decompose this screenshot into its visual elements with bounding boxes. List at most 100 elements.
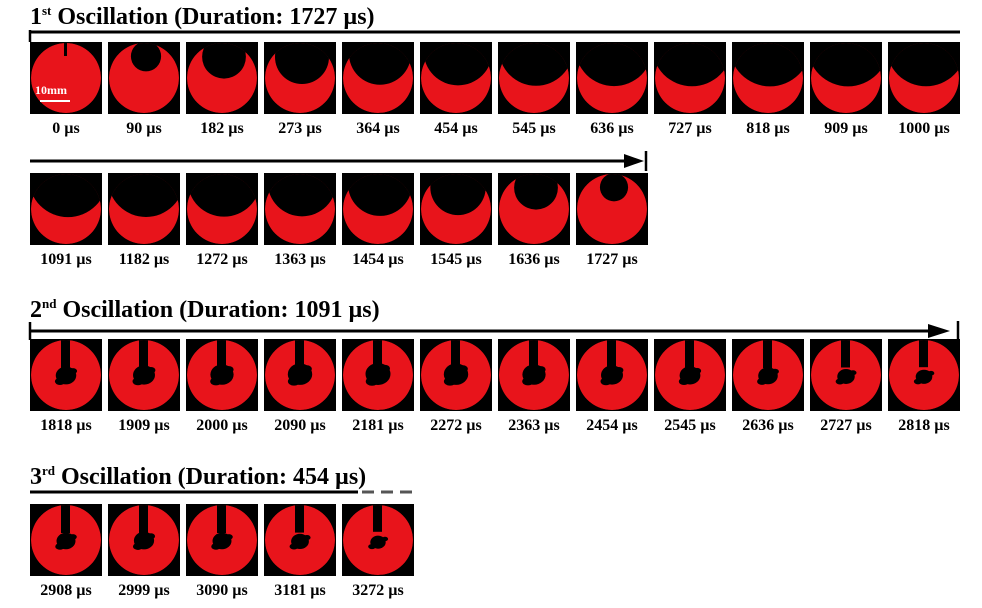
- frame-time-label: 2818 µs: [898, 417, 950, 434]
- heading-ordinal-suffix: st: [42, 3, 52, 18]
- droplet-image: [109, 340, 179, 410]
- frame-time-label: 3090 µs: [196, 582, 248, 599]
- frame-time-label: 1636 µs: [508, 251, 560, 268]
- droplet-image: [31, 340, 101, 410]
- frame-time-label: 3181 µs: [274, 582, 326, 599]
- droplet-frame: [732, 42, 804, 114]
- heading-text: Oscillation (Duration: 1091 µs): [62, 297, 380, 323]
- droplet-image: [187, 174, 257, 244]
- droplet-frame: [654, 339, 726, 411]
- heading-oscillation-2: 2nd Oscillation (Duration: 1091 µs): [30, 297, 380, 322]
- frame-time-label: 1818 µs: [40, 417, 92, 434]
- droplet-frame: [108, 339, 180, 411]
- droplet-frame: [108, 42, 180, 114]
- droplet-image: [265, 174, 335, 244]
- frame-time-label: 2545 µs: [664, 417, 716, 434]
- frame-time-label: 1545 µs: [430, 251, 482, 268]
- droplet-frame: [576, 339, 648, 411]
- frame-time-label: 90 µs: [126, 120, 162, 137]
- droplet-frame: [186, 504, 258, 576]
- droplet-frame: [810, 42, 882, 114]
- frame-time-label: 0 µs: [52, 120, 80, 137]
- heading-number: 2: [30, 297, 42, 323]
- heading-text: Oscillation (Duration: 1727 µs): [57, 4, 375, 30]
- droplet-frame: [108, 504, 180, 576]
- droplet-frame: [108, 173, 180, 245]
- droplet-image: [499, 174, 569, 244]
- droplet-frame: [732, 339, 804, 411]
- droplet-frame: [342, 339, 414, 411]
- droplet-frame: [888, 42, 960, 114]
- frame-time-label: 2727 µs: [820, 417, 872, 434]
- droplet-image: [421, 174, 491, 244]
- droplet-frame: [342, 504, 414, 576]
- droplet-frame: [576, 173, 648, 245]
- heading-text: Oscillation (Duration: 454 µs): [61, 464, 367, 490]
- frame-time-label: 1727 µs: [586, 251, 638, 268]
- droplet-image: [31, 505, 101, 575]
- droplet-image: [577, 340, 647, 410]
- droplet-image: [889, 43, 959, 113]
- droplet-image: [733, 43, 803, 113]
- heading-ordinal-suffix: rd: [42, 463, 55, 478]
- droplet-frame: [420, 173, 492, 245]
- heading-ordinal-suffix: nd: [42, 296, 57, 311]
- droplet-frame: [498, 339, 570, 411]
- droplet-frame: [654, 42, 726, 114]
- frame-time-label: 818 µs: [746, 120, 790, 137]
- frame-time-label: 454 µs: [434, 120, 478, 137]
- frame-time-label: 364 µs: [356, 120, 400, 137]
- droplet-frame: [186, 339, 258, 411]
- frame-time-label: 1000 µs: [898, 120, 950, 137]
- frame-time-label: 2636 µs: [742, 417, 794, 434]
- droplet-image: [31, 174, 101, 244]
- frame-time-label: 1272 µs: [196, 251, 248, 268]
- droplet-image: [421, 43, 491, 113]
- droplet-image: [265, 43, 335, 113]
- droplet-frame: [576, 42, 648, 114]
- droplet-frame: [186, 173, 258, 245]
- droplet-frame: [30, 339, 102, 411]
- droplet-frame: [498, 42, 570, 114]
- timeline-arrow-osc2: [28, 321, 960, 341]
- frame-time-label: 1091 µs: [40, 251, 92, 268]
- droplet-image: [733, 340, 803, 410]
- frame-time-label: 182 µs: [200, 120, 244, 137]
- droplet-frame: [264, 339, 336, 411]
- frame-time-label: 2090 µs: [274, 417, 326, 434]
- droplet-frame: [264, 42, 336, 114]
- heading-number: 1: [30, 4, 42, 30]
- scale-bar-label: 10mm: [35, 83, 67, 97]
- frame-time-label: 1909 µs: [118, 417, 170, 434]
- droplet-image: [265, 340, 335, 410]
- scale-bar: [40, 100, 70, 102]
- frame-time-label: 273 µs: [278, 120, 322, 137]
- droplet-image: [499, 43, 569, 113]
- frame-time-label: 3272 µs: [352, 582, 404, 599]
- frame-time-label: 1182 µs: [118, 251, 170, 268]
- droplet-image: [343, 43, 413, 113]
- droplet-frame: [888, 339, 960, 411]
- frame-time-label: 2000 µs: [196, 417, 248, 434]
- frame-time-label: 909 µs: [824, 120, 868, 137]
- droplet-frame: 10mm: [30, 42, 102, 114]
- droplet-image: [577, 43, 647, 113]
- droplet-image: [811, 43, 881, 113]
- droplet-image: [187, 43, 257, 113]
- droplet-frame: [30, 504, 102, 576]
- frame-time-label: 2181 µs: [352, 417, 404, 434]
- droplet-image: [343, 505, 413, 575]
- droplet-image: [109, 174, 179, 244]
- droplet-image: [811, 340, 881, 410]
- droplet-image: [421, 340, 491, 410]
- droplet-frame: [498, 173, 570, 245]
- droplet-image: [499, 340, 569, 410]
- droplet-image: [655, 340, 725, 410]
- droplet-image: [889, 340, 959, 410]
- timeline-bar-osc1-top: [28, 30, 960, 42]
- timeline-arrow-osc1-bottom: [30, 151, 648, 171]
- heading-oscillation-3: 3rd Oscillation (Duration: 454 µs): [30, 464, 366, 489]
- droplet-frame: [186, 42, 258, 114]
- droplet-frame: [342, 42, 414, 114]
- droplet-image: [109, 43, 179, 113]
